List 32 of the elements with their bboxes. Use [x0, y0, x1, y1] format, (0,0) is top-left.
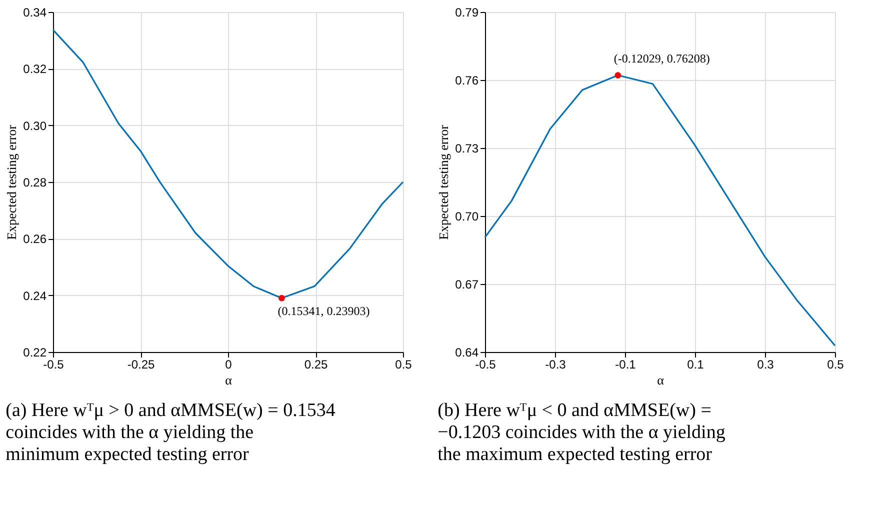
- y-tick-label: 0.67: [455, 278, 479, 292]
- annotation: (-0.12029, 0.76208): [614, 51, 710, 66]
- y-tick-label: 0.76: [455, 74, 479, 88]
- y-tick-label: 0.32: [23, 62, 47, 76]
- y-axis-title: Expected testing error: [4, 124, 20, 240]
- y-tick-label: 0.34: [23, 6, 47, 20]
- x-tick-label: -0.25: [127, 358, 155, 372]
- x-axis-title: α: [657, 372, 664, 388]
- y-tick-label: 0.64: [455, 346, 479, 360]
- x-axis-title: α: [225, 372, 232, 388]
- y-tick-label: 0.28: [23, 176, 47, 190]
- y-tick-label: 0.24: [23, 288, 47, 303]
- text: (b) Here wᵀμ < 0 and αMMSE(w) = −0.1203 coincides with the α yielding the maximum expected testing error: [438, 400, 726, 465]
- x-tick-label: 0: [225, 358, 232, 372]
- y-tick-label: 0.79: [455, 6, 479, 20]
- y-tick-label: 0.22: [23, 346, 47, 360]
- x-tick-label: -0.3: [545, 358, 566, 372]
- x-tick-label: 0.25: [304, 358, 328, 372]
- annotation: (0.15341, 0.23903): [278, 304, 370, 318]
- y-tick-label: 0.73: [455, 142, 479, 156]
- x-tick-label: -0.5: [475, 358, 496, 372]
- x-tick-label: -0.5: [43, 358, 64, 372]
- y-tick-label: 0.70: [455, 210, 479, 224]
- text: (a) Here wᵀμ > 0 and αMMSE(w) = 0.1534 coincides with the α yielding the minimum expected testing error: [6, 400, 336, 465]
- y-tick-label: 0.26: [23, 232, 47, 246]
- y-axis-title: Expected testing error: [436, 124, 452, 240]
- x-tick-label: 0.5: [395, 358, 412, 372]
- x-tick-label: 0.3: [757, 358, 774, 372]
- y-tick-label: 0.30: [23, 118, 47, 133]
- x-tick-label: -0.1: [615, 358, 636, 372]
- x-tick-label: 0.1: [687, 358, 704, 372]
- x-tick-label: 0.5: [827, 358, 844, 372]
